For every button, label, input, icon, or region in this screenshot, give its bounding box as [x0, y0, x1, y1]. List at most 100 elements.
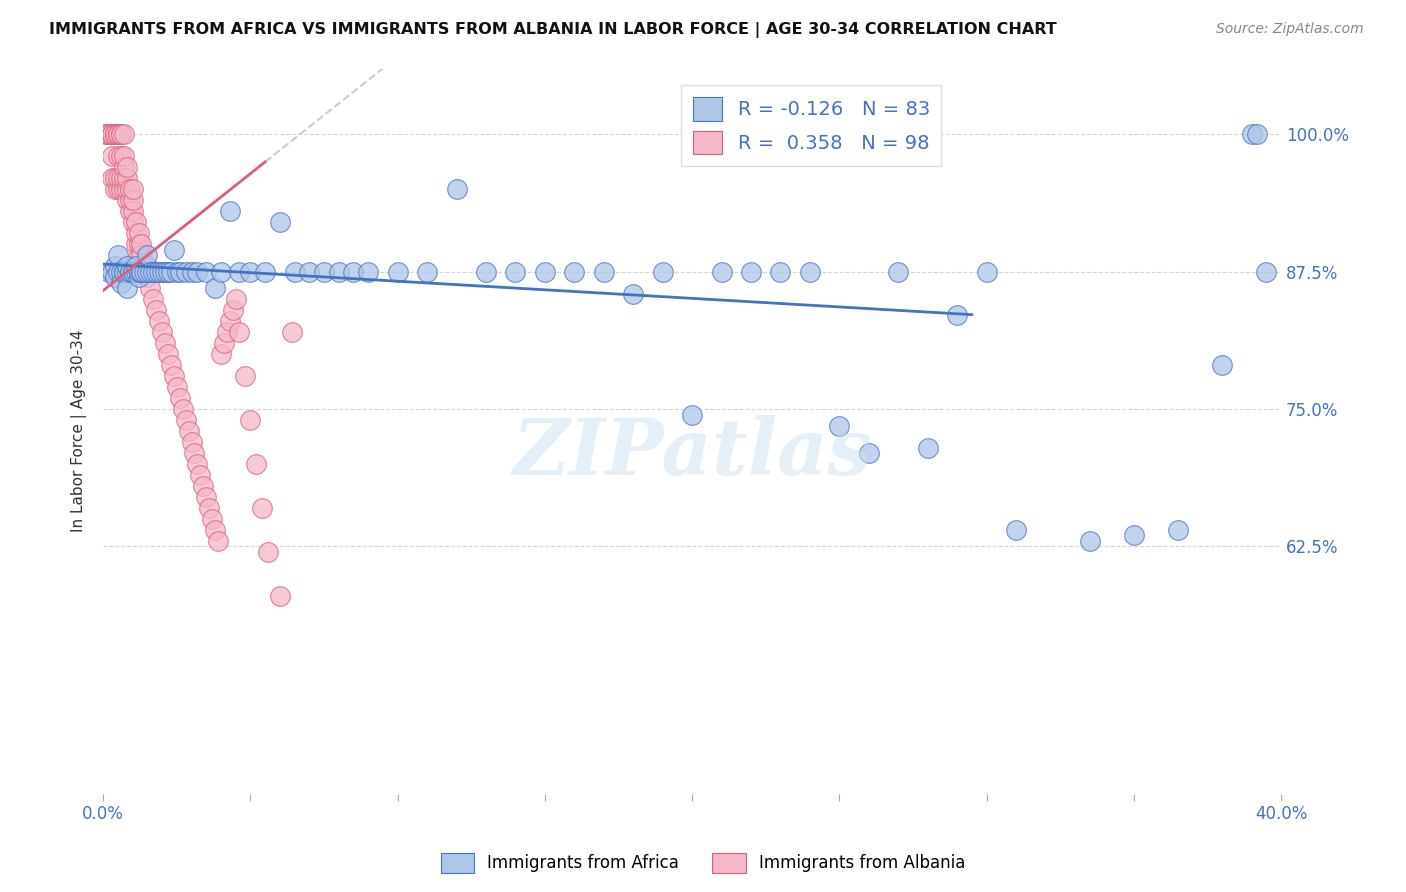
Point — [145, 265, 167, 279]
Point — [128, 270, 150, 285]
Point — [98, 265, 121, 279]
Point — [681, 408, 703, 422]
Point — [148, 265, 170, 279]
Point — [136, 265, 159, 279]
Point — [312, 265, 335, 279]
Legend: Immigrants from Africa, Immigrants from Albania: Immigrants from Africa, Immigrants from … — [434, 847, 972, 880]
Point — [228, 265, 250, 279]
Point — [225, 292, 247, 306]
Point — [250, 501, 273, 516]
Point — [142, 265, 165, 279]
Point — [101, 128, 124, 142]
Point — [112, 149, 135, 163]
Point — [357, 265, 380, 279]
Point — [150, 265, 173, 279]
Point — [269, 215, 291, 229]
Point — [917, 441, 939, 455]
Point — [183, 446, 205, 460]
Point — [1078, 533, 1101, 548]
Point — [98, 128, 121, 142]
Point — [651, 265, 673, 279]
Point — [153, 265, 176, 279]
Legend: R = -0.126   N = 83, R =  0.358   N = 98: R = -0.126 N = 83, R = 0.358 N = 98 — [681, 86, 942, 166]
Point — [136, 265, 159, 279]
Point — [150, 265, 173, 279]
Point — [204, 523, 226, 537]
Point — [195, 490, 218, 504]
Point — [166, 265, 188, 279]
Point — [98, 128, 121, 142]
Point — [104, 128, 127, 142]
Point — [233, 369, 256, 384]
Point — [153, 336, 176, 351]
Point — [177, 424, 200, 438]
Point — [186, 265, 208, 279]
Point — [1005, 523, 1028, 537]
Point — [1211, 358, 1233, 372]
Point — [298, 265, 321, 279]
Point — [131, 260, 153, 274]
Point — [142, 265, 165, 279]
Point — [946, 308, 969, 322]
Point — [156, 265, 179, 279]
Point — [98, 128, 121, 142]
Point — [207, 533, 229, 548]
Point — [121, 194, 143, 208]
Point — [148, 314, 170, 328]
Point — [145, 303, 167, 318]
Point — [209, 265, 232, 279]
Point — [239, 413, 262, 427]
Point — [124, 260, 146, 274]
Point — [1122, 528, 1144, 542]
Point — [101, 128, 124, 142]
Point — [112, 161, 135, 175]
Point — [218, 204, 240, 219]
Point — [107, 265, 129, 279]
Point — [180, 435, 202, 450]
Point — [107, 128, 129, 142]
Point — [115, 194, 138, 208]
Point — [134, 265, 156, 279]
Point — [163, 243, 186, 257]
Point — [128, 237, 150, 252]
Point — [115, 265, 138, 279]
Point — [198, 501, 221, 516]
Point — [128, 248, 150, 262]
Point — [112, 182, 135, 196]
Point — [172, 402, 194, 417]
Point — [112, 171, 135, 186]
Point — [505, 265, 527, 279]
Point — [110, 276, 132, 290]
Y-axis label: In Labor Force | Age 30-34: In Labor Force | Age 30-34 — [72, 330, 87, 533]
Point — [976, 265, 998, 279]
Point — [621, 286, 644, 301]
Point — [328, 265, 350, 279]
Point — [104, 128, 127, 142]
Point — [190, 468, 212, 483]
Point — [180, 265, 202, 279]
Point — [96, 128, 118, 142]
Point — [769, 265, 792, 279]
Point — [150, 325, 173, 339]
Point — [416, 265, 439, 279]
Point — [228, 325, 250, 339]
Point — [128, 265, 150, 279]
Point — [110, 149, 132, 163]
Point — [104, 260, 127, 274]
Point — [107, 171, 129, 186]
Point — [215, 325, 238, 339]
Point — [160, 265, 183, 279]
Point — [101, 265, 124, 279]
Point — [562, 265, 585, 279]
Point — [239, 265, 262, 279]
Point — [166, 380, 188, 394]
Point — [136, 260, 159, 274]
Point — [245, 457, 267, 471]
Point — [254, 265, 277, 279]
Point — [201, 512, 224, 526]
Point — [121, 182, 143, 196]
Point — [131, 237, 153, 252]
Point — [710, 265, 733, 279]
Point — [136, 270, 159, 285]
Point — [107, 128, 129, 142]
